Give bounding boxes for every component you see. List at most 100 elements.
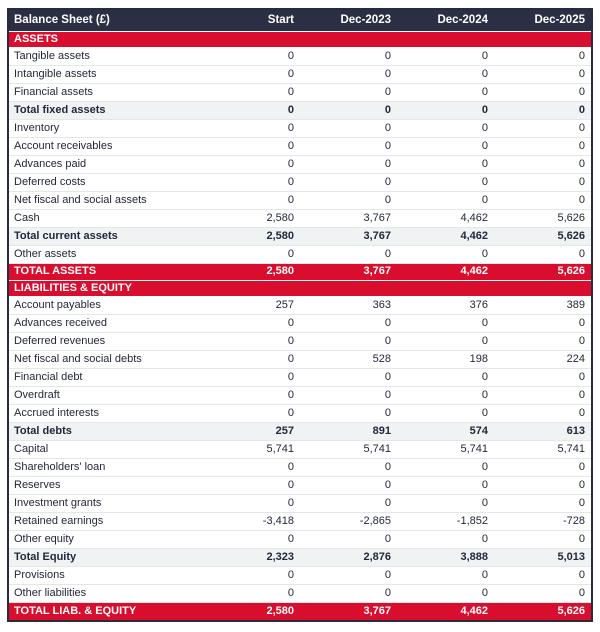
cell-value: 0 [397,191,494,210]
cell-value: 0 [397,245,494,264]
row-label: Overdraft [9,386,203,405]
cell-value: 0 [203,494,300,513]
cell-value: 0 [203,173,300,192]
cell-value: 3,767 [300,602,397,620]
cell-value: 0 [494,314,591,333]
row-label: Other equity [9,530,203,549]
table-row: Net fiscal and social debts 0 528 198 224 [9,350,591,369]
cell-value: 0 [203,458,300,477]
row-label: Inventory [9,119,203,138]
cell-value: 0 [494,191,591,210]
row-label: Net fiscal and social debts [9,350,203,369]
cell-value: 613 [494,422,591,441]
cell-value: 224 [494,350,591,369]
cell-value: -1,852 [397,512,494,531]
cell-value: 0 [203,350,300,369]
cell-value: 0 [494,173,591,192]
cell-value: 0 [397,584,494,603]
cell-value [300,30,397,48]
subtotal-row: Total Equity 2,323 2,876 3,888 5,013 [9,548,591,567]
cell-value: 0 [203,47,300,66]
cell-value: 4,462 [397,209,494,228]
cell-value: 0 [397,155,494,174]
cell-value [494,30,591,48]
cell-value: 0 [300,191,397,210]
table-row: Net fiscal and social assets 0 0 0 0 [9,191,591,210]
cell-value: 5,741 [397,440,494,459]
row-label: Total fixed assets [9,101,203,120]
cell-value: 0 [203,332,300,351]
cell-value: 0 [300,386,397,405]
table-row: Deferred costs 0 0 0 0 [9,173,591,192]
row-label: Capital [9,440,203,459]
cell-value: 0 [397,494,494,513]
cell-value: 0 [203,191,300,210]
table-body: ASSETS Tangible assets 0 0 0 0 Intangible asse… [9,30,591,620]
cell-value: 0 [397,332,494,351]
cell-value: 0 [494,83,591,102]
cell-value: 5,626 [494,209,591,228]
cell-value: 0 [300,476,397,495]
cell-value: 3,767 [300,209,397,228]
cell-value: 0 [300,245,397,264]
cell-value: 2,323 [203,548,300,567]
cell-value: 0 [203,137,300,156]
cell-value [203,280,300,297]
row-label: Tangible assets [9,47,203,66]
row-label: TOTAL LIAB. & EQUITY [9,602,203,620]
cell-value [397,30,494,48]
cell-value: 0 [494,368,591,387]
cell-value: 0 [203,584,300,603]
row-label: LIABILITIES & EQUITY [9,280,203,297]
row-label: Reserves [9,476,203,495]
cell-value: 0 [494,47,591,66]
table-row: Advances paid 0 0 0 0 [9,155,591,174]
table-row: Financial assets 0 0 0 0 [9,83,591,102]
section-header-row: LIABILITIES & EQUITY [9,280,591,297]
row-label: Advances received [9,314,203,333]
grandtotal-row: TOTAL ASSETS 2,580 3,767 4,462 5,626 [9,262,591,280]
row-label: Deferred costs [9,173,203,192]
cell-value: 0 [300,47,397,66]
cell-value: 5,741 [494,440,591,459]
cell-value: 0 [494,155,591,174]
cell-value: 0 [397,458,494,477]
table-row: Intangible assets 0 0 0 0 [9,65,591,84]
cell-value: 0 [494,458,591,477]
cell-value: 0 [300,332,397,351]
cell-value: 0 [494,566,591,585]
cell-value: 4,462 [397,602,494,620]
cell-value: 0 [397,101,494,120]
row-label: Financial assets [9,83,203,102]
cell-value: 2,580 [203,209,300,228]
cell-value: 0 [494,476,591,495]
subtotal-row: Total debts 257 891 574 613 [9,422,591,441]
cell-value: 0 [300,584,397,603]
table-row: Financial debt 0 0 0 0 [9,368,591,387]
balance-sheet-table: Balance Sheet (£) Start Dec-2023 Dec-202… [7,8,593,622]
cell-value [397,280,494,297]
header-row: Balance Sheet (£) Start Dec-2023 Dec-202… [9,10,591,32]
row-label: Intangible assets [9,65,203,84]
cell-value: 0 [300,566,397,585]
cell-value: 2,580 [203,602,300,620]
cell-value: 0 [300,368,397,387]
column-header-dec-2024: Dec-2024 [397,10,494,32]
table-row: Retained earnings -3,418 -2,865 -1,852 -728 [9,512,591,531]
cell-value: 5,741 [203,440,300,459]
row-label: Cash [9,209,203,228]
subtotal-row: Total fixed assets 0 0 0 0 [9,101,591,120]
cell-value: 574 [397,422,494,441]
cell-value: 0 [300,119,397,138]
row-label: ASSETS [9,30,203,48]
cell-value: 257 [203,296,300,315]
row-label: Total Equity [9,548,203,567]
cell-value: 0 [494,386,591,405]
balance-sheet: Balance Sheet (£) Start Dec-2023 Dec-202… [9,10,591,620]
table-row: Cash 2,580 3,767 4,462 5,626 [9,209,591,228]
cell-value: 0 [203,83,300,102]
table-row: Other liabilities 0 0 0 0 [9,584,591,603]
table-row: Overdraft 0 0 0 0 [9,386,591,405]
cell-value: 3,767 [300,262,397,280]
cell-value: 0 [397,173,494,192]
